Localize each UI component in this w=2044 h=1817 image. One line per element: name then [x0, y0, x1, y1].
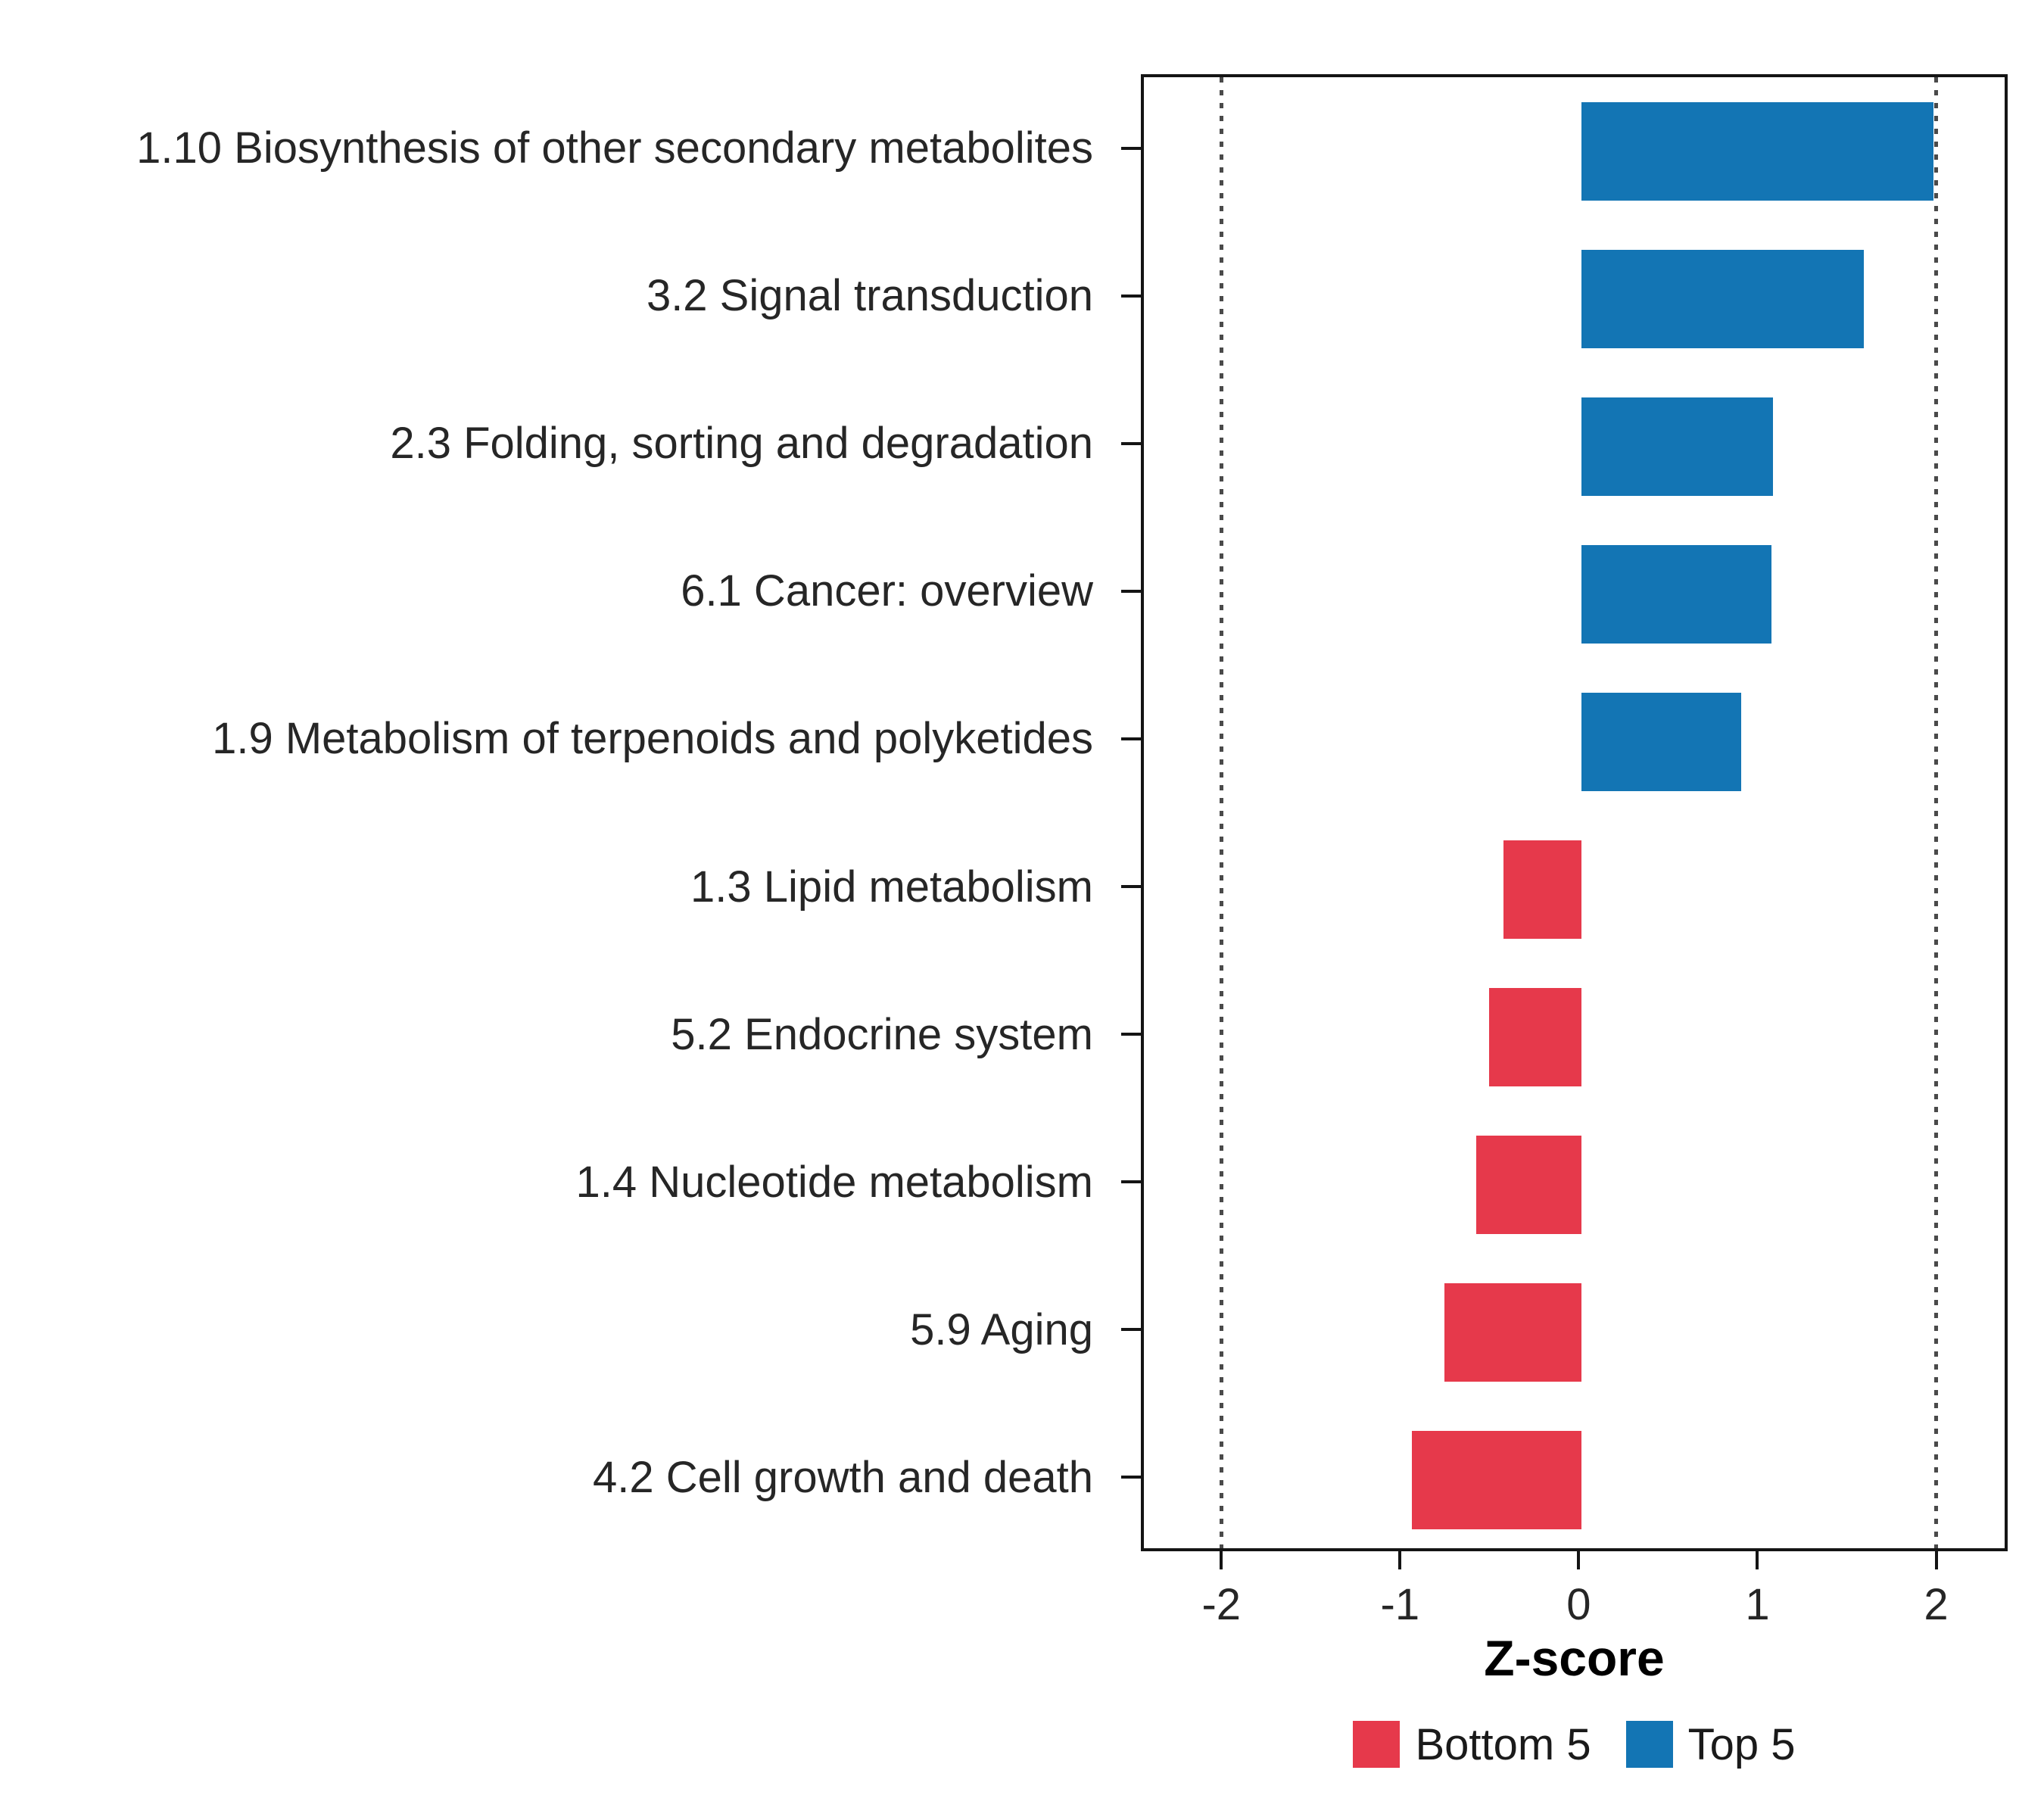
- bar: [1581, 249, 1865, 348]
- category-label: 1.10 Biosynthesis of other secondary met…: [136, 123, 1093, 173]
- x-tick-label: -1: [1380, 1580, 1420, 1629]
- bar: [1488, 988, 1582, 1087]
- x-tick-label: 2: [1924, 1580, 1949, 1629]
- legend-swatch: [1353, 1721, 1401, 1768]
- bar: [1581, 544, 1771, 644]
- y-tick: [1121, 1033, 1141, 1036]
- y-tick: [1121, 1476, 1141, 1479]
- category-label: 6.1 Cancer: overview: [681, 566, 1093, 616]
- category-label: 2.3 Folding, sorting and degradation: [390, 419, 1093, 469]
- x-tick: [1577, 1551, 1581, 1569]
- bar: [1444, 1283, 1582, 1382]
- category-label: 3.2 Signal transduction: [646, 271, 1093, 321]
- legend-swatch: [1625, 1721, 1673, 1768]
- x-tick: [1756, 1551, 1759, 1569]
- category-label: 1.4 Nucleotide metabolism: [575, 1157, 1093, 1207]
- x-tick-label: 1: [1745, 1580, 1770, 1629]
- legend-item-bottom-5: Bottom 5: [1353, 1719, 1591, 1770]
- y-tick: [1121, 146, 1141, 150]
- x-tick-label: 0: [1566, 1580, 1591, 1629]
- legend: Bottom 5 Top 5: [1141, 1713, 2008, 1776]
- x-tick-label: -2: [1201, 1580, 1242, 1629]
- bar: [1503, 840, 1582, 940]
- y-tick: [1121, 885, 1141, 889]
- plot-panel: [1141, 74, 2008, 1551]
- bar: [1412, 1431, 1582, 1530]
- y-tick: [1121, 589, 1141, 593]
- x-tick: [1398, 1551, 1402, 1569]
- legend-label: Bottom 5: [1415, 1719, 1591, 1769]
- reference-line-2: [1934, 77, 1939, 1548]
- x-axis-title: Z-score: [1484, 1630, 1665, 1686]
- category-label: 5.9 Aging: [910, 1304, 1093, 1354]
- bar: [1581, 397, 1773, 496]
- category-label: 4.2 Cell growth and death: [593, 1452, 1093, 1502]
- category-label: 5.2 Endocrine system: [671, 1009, 1093, 1059]
- y-tick: [1121, 1328, 1141, 1332]
- legend-item-top-5: Top 5: [1625, 1719, 1796, 1770]
- y-axis-labels: 1.10 Biosynthesis of other secondary met…: [0, 74, 1107, 1551]
- reference-line--2: [1219, 77, 1223, 1548]
- y-tick: [1121, 294, 1141, 298]
- legend-label: Top 5: [1687, 1719, 1796, 1769]
- bar: [1581, 101, 1934, 201]
- y-tick: [1121, 1180, 1141, 1184]
- bar: [1476, 1136, 1582, 1235]
- x-tick: [1220, 1551, 1223, 1569]
- x-tick: [1934, 1551, 1938, 1569]
- category-label: 1.3 Lipid metabolism: [690, 862, 1093, 912]
- category-label: 1.9 Metabolism of terpenoids and polyket…: [212, 714, 1093, 764]
- y-tick: [1121, 737, 1141, 740]
- y-tick: [1121, 441, 1141, 445]
- bar: [1581, 692, 1741, 791]
